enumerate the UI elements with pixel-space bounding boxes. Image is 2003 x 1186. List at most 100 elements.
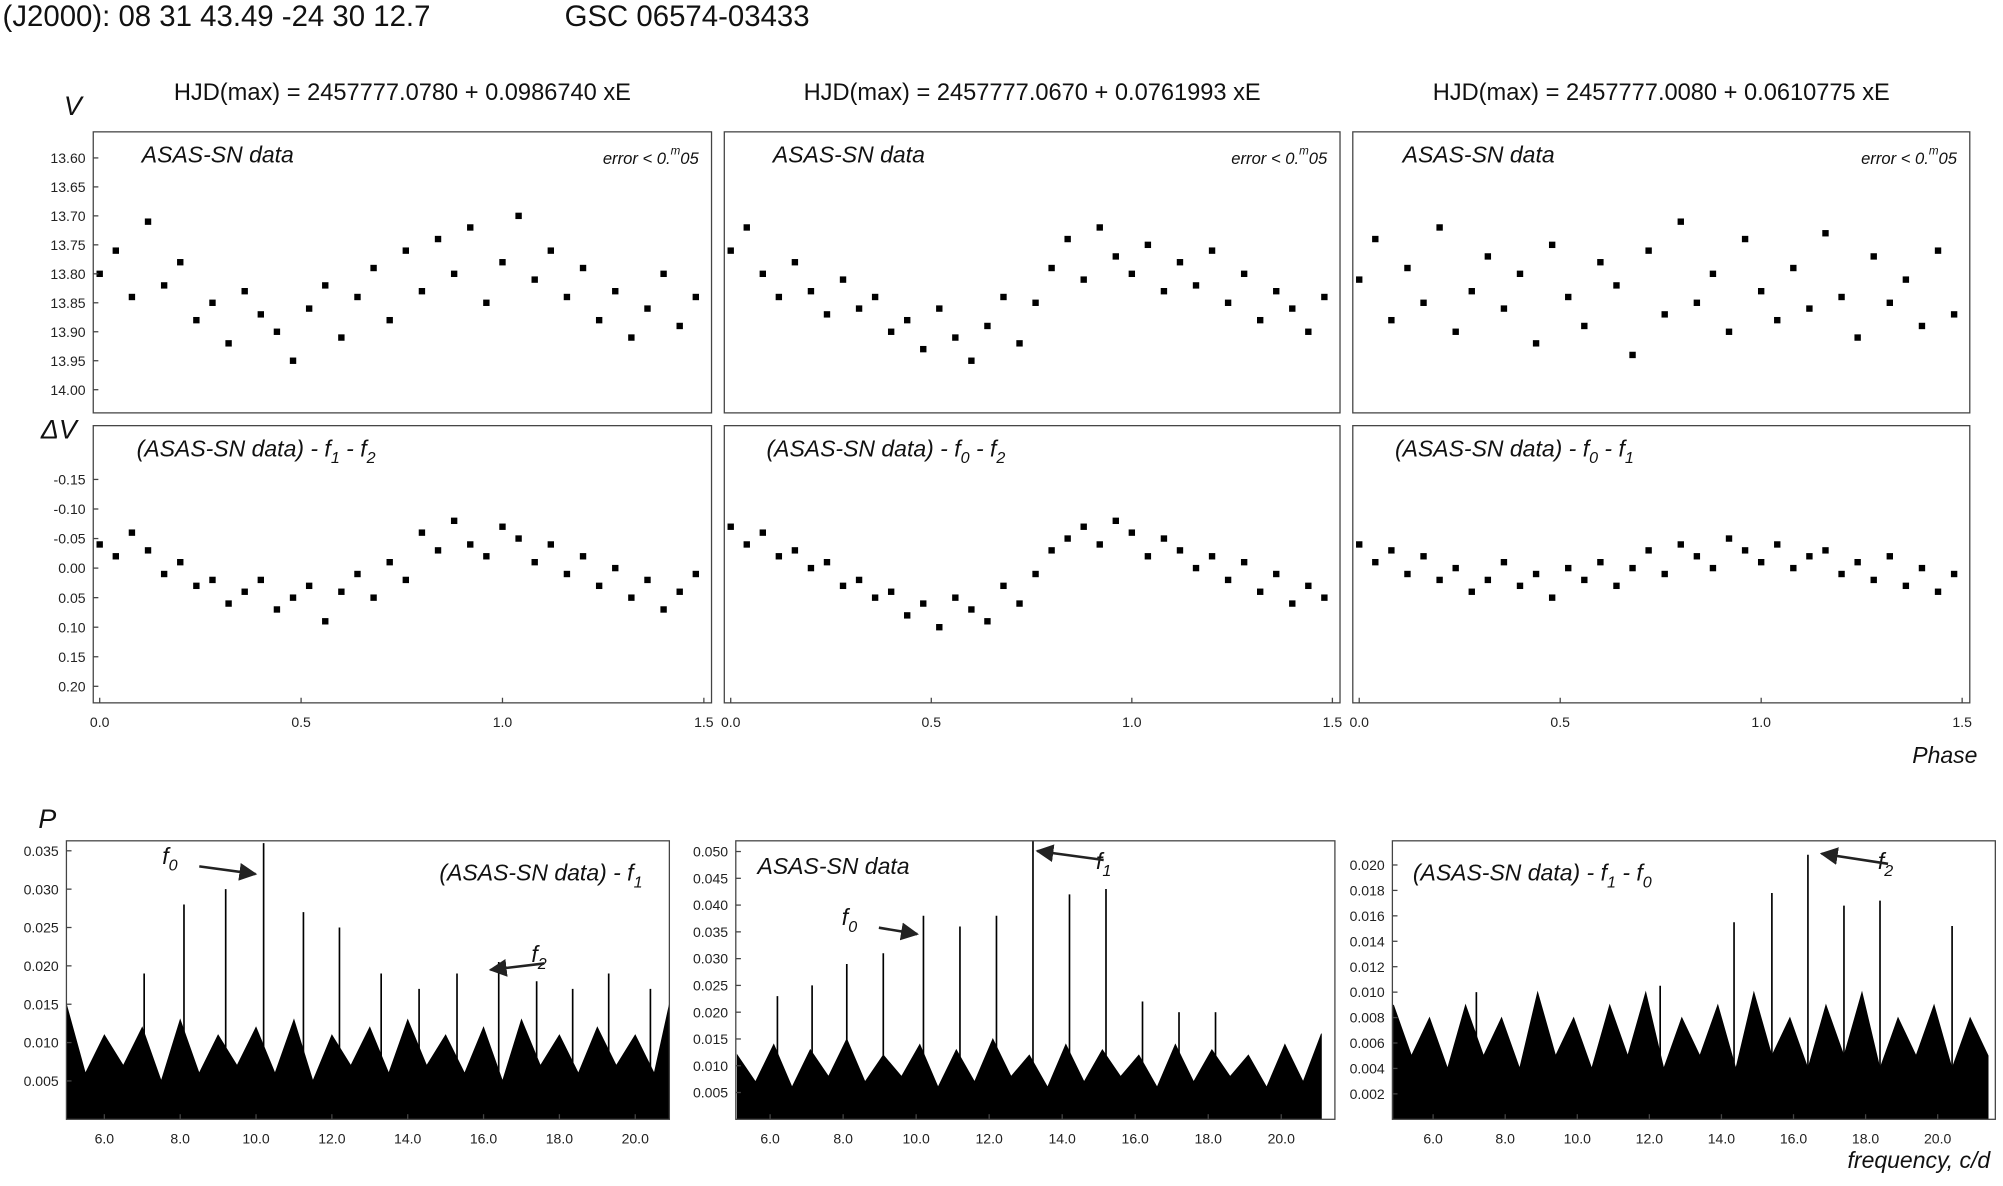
data-point [1757, 558, 1765, 566]
y-tick-label: 0.004 [1350, 1061, 1385, 1077]
y-tick-label: 0.010 [24, 1035, 59, 1051]
data-point [483, 299, 490, 306]
y-tick-label: 0.035 [693, 924, 728, 940]
data-point [1176, 547, 1184, 554]
data-point [1790, 564, 1797, 572]
plot-area [1393, 854, 1989, 1120]
data-point [1790, 264, 1797, 272]
x-tick-label: 8.0 [170, 1131, 190, 1147]
text-part: ASAS-SN data [756, 853, 910, 879]
y-tick-label: 0.020 [693, 1004, 728, 1020]
text-part: f [162, 843, 171, 869]
data-point [936, 624, 943, 631]
data-point [1597, 259, 1604, 266]
peak-annotation: f2 [1878, 848, 1893, 880]
x-tick-label: 16.0 [1122, 1131, 1150, 1147]
annotation-arrow [488, 959, 545, 977]
y-tick-label: 0.005 [24, 1073, 59, 1089]
text-part: (ASAS-SN data) - f [439, 859, 636, 885]
data-point [144, 218, 152, 225]
text-part: 1 [634, 873, 643, 891]
plot-area [736, 840, 1322, 1120]
data-point [743, 224, 750, 231]
data-point [743, 541, 750, 548]
y-tick-label: 0.05 [58, 590, 86, 606]
y-tick-label: 0.20 [58, 678, 86, 694]
data-point [241, 288, 248, 295]
data-point [1854, 558, 1861, 566]
data-point [1565, 293, 1572, 301]
y-tick-label: 0.020 [1350, 857, 1385, 873]
y-axis-label: P [38, 804, 56, 834]
data-point [1080, 276, 1087, 283]
spectrum-area [1393, 990, 1989, 1120]
data-point [1693, 553, 1701, 560]
data-point [305, 305, 313, 312]
data-point [1016, 340, 1023, 347]
y-tick-label: 0.015 [24, 996, 59, 1012]
coordinates: (J2000): 08 31 43.49 -24 30 12.7 [3, 0, 431, 33]
plot-area [96, 517, 700, 625]
data-point [434, 547, 442, 554]
panel-label: (ASAS-SN data) - f1 - f2 [137, 435, 376, 467]
data-point [807, 288, 815, 295]
data-point [515, 535, 522, 542]
data-point [1192, 282, 1200, 289]
data-point [1693, 299, 1701, 306]
data-point [338, 334, 345, 341]
annotation-arrow [199, 862, 258, 881]
y-tick-label: 0.020 [24, 958, 59, 974]
data-point [96, 270, 103, 278]
x-tick-label: 0.0 [1349, 714, 1369, 730]
x-tick-label: 1.0 [493, 714, 513, 730]
panel-frame [723, 131, 1341, 414]
data-point [434, 235, 442, 243]
text-part: (ASAS-SN data) - f [766, 435, 963, 461]
data-point [692, 570, 700, 578]
y-tick-label: 0.015 [693, 1031, 728, 1047]
data-point [904, 612, 911, 619]
data-point [1208, 247, 1216, 254]
text-part: 05 [680, 149, 699, 168]
data-point [612, 564, 619, 572]
y-tick-label: 13.70 [50, 208, 85, 224]
data-point [644, 305, 651, 312]
y-tick-label: -0.10 [54, 501, 86, 517]
data-point [855, 305, 863, 312]
y-tick-label: 0.025 [24, 920, 59, 936]
data-point [1032, 570, 1039, 578]
plot-area [727, 517, 1328, 631]
data-point [1128, 270, 1136, 278]
x-tick-label: 14.0 [1708, 1131, 1736, 1147]
data-point [467, 224, 474, 231]
panel-label: (ASAS-SN data) - f0 - f2 [766, 435, 1005, 467]
data-point [1854, 334, 1861, 341]
y-tick-label: 0.030 [693, 951, 728, 967]
data-point [1372, 235, 1379, 243]
data-point [193, 582, 200, 590]
text-part: 0 [961, 449, 970, 467]
x-tick-label: 10.0 [902, 1131, 930, 1147]
data-point [807, 564, 815, 572]
data-point [370, 594, 377, 601]
data-point [1000, 293, 1007, 301]
text-part: 05 [1309, 149, 1328, 168]
data-point [871, 594, 879, 601]
error-note: error < 0.m05 [1861, 145, 1958, 168]
data-point [1080, 523, 1087, 530]
data-point [354, 293, 361, 301]
x-tick-label: 1.5 [694, 714, 714, 730]
data-point [595, 582, 603, 590]
data-point [1388, 316, 1395, 324]
data-point [499, 523, 506, 530]
data-point [338, 588, 345, 595]
data-point [418, 288, 426, 295]
text-part: 2 [366, 449, 376, 467]
text-part: - f [1616, 859, 1645, 885]
data-point [1484, 253, 1492, 260]
data-point [968, 357, 975, 364]
text-part: 1 [1607, 873, 1616, 891]
x-tick-label: 12.0 [318, 1131, 346, 1147]
data-point [1032, 299, 1039, 306]
data-point [727, 523, 734, 530]
